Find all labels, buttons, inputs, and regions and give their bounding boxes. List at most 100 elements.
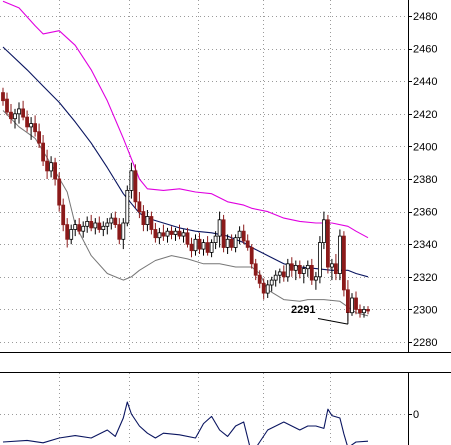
candle [241, 224, 246, 245]
candle [133, 164, 138, 209]
price-panel: 2280 2300 2320 2340 2360 2380 2400 2420 2440 2460… [0, 0, 451, 353]
candle [269, 276, 274, 292]
candle-body [165, 230, 170, 237]
upper-band-line [2, 0, 369, 239]
candle-body [33, 123, 37, 133]
candle [9, 104, 13, 124]
candle [53, 157, 57, 186]
candle [141, 205, 146, 232]
candle-body [29, 123, 34, 128]
candle [362, 306, 366, 318]
candle-body [221, 219, 226, 248]
candle-body [73, 224, 78, 230]
candle-body [101, 225, 106, 231]
candle [161, 224, 166, 241]
candle [354, 291, 358, 315]
candle [333, 254, 338, 281]
candle [37, 123, 41, 148]
indicator-line [2, 401, 369, 445]
candle-body [53, 162, 57, 180]
candle-body [205, 242, 210, 253]
candle [329, 258, 334, 281]
price-tick-label: 2380 [413, 174, 437, 186]
moving-average [2, 46, 369, 278]
candle-body [321, 219, 326, 244]
candle-body [277, 271, 282, 276]
upper-band [2, 0, 369, 239]
price-tick-label: 2280 [413, 337, 437, 349]
candles [1, 87, 370, 321]
price-tick-label: 2480 [413, 11, 437, 23]
indicator-series-line [2, 401, 369, 445]
candle-body [105, 222, 110, 227]
candle-body [261, 282, 266, 294]
candle [285, 258, 290, 282]
candle [205, 236, 210, 256]
candle [173, 227, 178, 241]
candle [125, 185, 130, 227]
candle [41, 135, 45, 166]
candle [233, 234, 238, 253]
candle [197, 232, 202, 254]
candle [137, 192, 142, 219]
candle [261, 278, 266, 300]
candle-body [1, 92, 5, 102]
candle [65, 218, 70, 248]
candle-body [301, 268, 306, 274]
candle-body [153, 229, 158, 239]
candle-body [97, 222, 102, 230]
low-annotation-label: 2291 [291, 304, 315, 316]
candle-body [161, 232, 166, 237]
candle-body [21, 108, 26, 118]
candle-body [217, 219, 222, 237]
candle-body [354, 297, 358, 310]
candle-body [333, 263, 338, 274]
price-tick-label: 2440 [413, 76, 437, 88]
candle [105, 218, 110, 235]
candle-body [85, 220, 90, 227]
candle-body [177, 230, 182, 237]
candle-body [61, 204, 66, 226]
candle-body [269, 279, 274, 286]
indicator-axis: 0 [408, 409, 419, 421]
candle [253, 258, 258, 281]
candle-body [362, 308, 366, 314]
candle-body [65, 224, 70, 240]
candle-body [358, 308, 362, 314]
candle [73, 219, 78, 237]
candle-body [77, 224, 82, 232]
price-axis: 2280 2300 2320 2340 2360 2380 2400 2420 2440 2460… [408, 11, 437, 349]
candle [341, 231, 346, 297]
candle [149, 211, 154, 235]
candle-body [189, 243, 194, 252]
candle-body [157, 232, 162, 239]
candle-body [13, 113, 17, 120]
candle [117, 218, 122, 245]
candle [81, 221, 86, 238]
candle [209, 239, 214, 258]
candle-body [129, 170, 134, 191]
candle [366, 306, 370, 315]
candle-body [145, 216, 150, 226]
candle-body [57, 178, 62, 206]
indicator-panel: 0 [0, 372, 451, 445]
candle-body [201, 242, 206, 250]
candle-body [289, 263, 294, 271]
moving-average-line [2, 46, 369, 278]
candle-body [233, 237, 238, 248]
candle [157, 227, 162, 245]
candle-body [69, 229, 74, 240]
candle [85, 216, 90, 233]
candle [129, 162, 134, 199]
candle-body [345, 289, 350, 313]
candle-body [309, 264, 314, 281]
indicator-tick-label: 0 [413, 409, 419, 421]
candle-body [5, 98, 9, 113]
price-tick-label: 2420 [413, 109, 437, 121]
candle [49, 156, 53, 178]
candle-body [173, 230, 178, 235]
candle-body [273, 274, 278, 281]
candle-body [293, 264, 298, 271]
candle-body [193, 238, 198, 252]
candle [265, 280, 270, 298]
